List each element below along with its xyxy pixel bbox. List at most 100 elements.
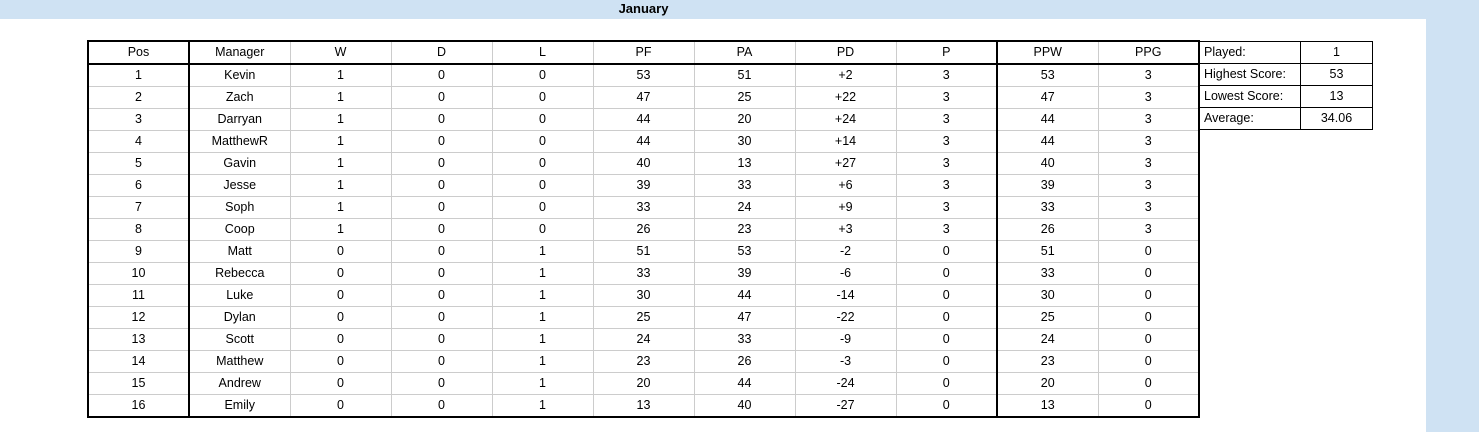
- cell-w[interactable]: 0: [289, 284, 392, 307]
- cell-l[interactable]: 0: [491, 152, 594, 175]
- cell-pf[interactable]: 33: [592, 196, 695, 219]
- cell-p[interactable]: 0: [895, 328, 998, 351]
- cell-pf[interactable]: 26: [592, 218, 695, 241]
- cell-d[interactable]: 0: [390, 262, 493, 285]
- cell-pa[interactable]: 30: [693, 130, 796, 153]
- cell-d[interactable]: 0: [390, 350, 493, 373]
- cell-w[interactable]: 1: [289, 86, 392, 109]
- cell-p[interactable]: 3: [895, 86, 998, 109]
- cell-ppw[interactable]: 13: [996, 394, 1099, 418]
- cell-ppw[interactable]: 44: [996, 130, 1099, 153]
- cell-pf[interactable]: 33: [592, 262, 695, 285]
- cell-manager[interactable]: Andrew: [188, 372, 291, 395]
- cell-ppw[interactable]: 33: [996, 262, 1099, 285]
- cell-ppg[interactable]: 0: [1097, 350, 1200, 373]
- cell-l[interactable]: 1: [491, 240, 594, 263]
- cell-d[interactable]: 0: [390, 328, 493, 351]
- header-pd[interactable]: PD: [794, 40, 897, 65]
- cell-pos[interactable]: 16: [87, 394, 190, 418]
- cell-ppw[interactable]: 20: [996, 372, 1099, 395]
- cell-p[interactable]: 3: [895, 174, 998, 197]
- cell-pd[interactable]: +14: [794, 130, 897, 153]
- cell-w[interactable]: 0: [289, 306, 392, 329]
- stats-value[interactable]: 53: [1300, 63, 1373, 86]
- cell-d[interactable]: 0: [390, 218, 493, 241]
- cell-manager[interactable]: Soph: [188, 196, 291, 219]
- cell-pf[interactable]: 23: [592, 350, 695, 373]
- cell-ppg[interactable]: 0: [1097, 306, 1200, 329]
- cell-p[interactable]: 3: [895, 108, 998, 131]
- cell-w[interactable]: 0: [289, 372, 392, 395]
- cell-pd[interactable]: -3: [794, 350, 897, 373]
- cell-ppw[interactable]: 25: [996, 306, 1099, 329]
- cell-pf[interactable]: 20: [592, 372, 695, 395]
- header-manager[interactable]: Manager: [188, 40, 291, 65]
- cell-w[interactable]: 1: [289, 63, 392, 87]
- stats-value[interactable]: 1: [1300, 41, 1373, 64]
- cell-d[interactable]: 0: [390, 372, 493, 395]
- cell-w[interactable]: 0: [289, 262, 392, 285]
- cell-pf[interactable]: 51: [592, 240, 695, 263]
- header-w[interactable]: W: [289, 40, 392, 65]
- cell-pa[interactable]: 25: [693, 86, 796, 109]
- cell-d[interactable]: 0: [390, 63, 493, 87]
- cell-d[interactable]: 0: [390, 152, 493, 175]
- cell-pa[interactable]: 53: [693, 240, 796, 263]
- cell-l[interactable]: 0: [491, 63, 594, 87]
- cell-pa[interactable]: 33: [693, 328, 796, 351]
- cell-pos[interactable]: 10: [87, 262, 190, 285]
- cell-ppg[interactable]: 3: [1097, 174, 1200, 197]
- cell-pa[interactable]: 44: [693, 372, 796, 395]
- header-d[interactable]: D: [390, 40, 493, 65]
- cell-manager[interactable]: Emily: [188, 394, 291, 418]
- cell-ppg[interactable]: 0: [1097, 262, 1200, 285]
- cell-p[interactable]: 0: [895, 394, 998, 418]
- cell-d[interactable]: 0: [390, 306, 493, 329]
- cell-p[interactable]: 0: [895, 350, 998, 373]
- header-pa[interactable]: PA: [693, 40, 796, 65]
- cell-pos[interactable]: 15: [87, 372, 190, 395]
- cell-l[interactable]: 1: [491, 306, 594, 329]
- cell-p[interactable]: 3: [895, 63, 998, 87]
- cell-pd[interactable]: -27: [794, 394, 897, 418]
- cell-d[interactable]: 0: [390, 174, 493, 197]
- cell-manager[interactable]: Rebecca: [188, 262, 291, 285]
- cell-manager[interactable]: Jesse: [188, 174, 291, 197]
- cell-ppg[interactable]: 3: [1097, 86, 1200, 109]
- header-l[interactable]: L: [491, 40, 594, 65]
- cell-pd[interactable]: +27: [794, 152, 897, 175]
- cell-pf[interactable]: 25: [592, 306, 695, 329]
- cell-ppg[interactable]: 0: [1097, 240, 1200, 263]
- cell-pd[interactable]: +6: [794, 174, 897, 197]
- stats-value[interactable]: 34.06: [1300, 107, 1373, 130]
- cell-ppg[interactable]: 3: [1097, 196, 1200, 219]
- cell-w[interactable]: 1: [289, 130, 392, 153]
- cell-pos[interactable]: 5: [87, 152, 190, 175]
- cell-l[interactable]: 1: [491, 350, 594, 373]
- cell-pd[interactable]: +3: [794, 218, 897, 241]
- cell-p[interactable]: 0: [895, 372, 998, 395]
- cell-pa[interactable]: 20: [693, 108, 796, 131]
- header-ppw[interactable]: PPW: [996, 40, 1099, 65]
- cell-pos[interactable]: 3: [87, 108, 190, 131]
- cell-d[interactable]: 0: [390, 130, 493, 153]
- cell-pos[interactable]: 2: [87, 86, 190, 109]
- cell-pf[interactable]: 40: [592, 152, 695, 175]
- cell-ppg[interactable]: 3: [1097, 108, 1200, 131]
- header-p[interactable]: P: [895, 40, 998, 65]
- cell-ppw[interactable]: 30: [996, 284, 1099, 307]
- cell-pa[interactable]: 39: [693, 262, 796, 285]
- cell-pd[interactable]: -14: [794, 284, 897, 307]
- cell-manager[interactable]: Matt: [188, 240, 291, 263]
- cell-pos[interactable]: 12: [87, 306, 190, 329]
- stats-value[interactable]: 13: [1300, 85, 1373, 108]
- cell-pa[interactable]: 24: [693, 196, 796, 219]
- cell-w[interactable]: 1: [289, 108, 392, 131]
- cell-pd[interactable]: -22: [794, 306, 897, 329]
- cell-ppg[interactable]: 0: [1097, 394, 1200, 418]
- cell-ppg[interactable]: 3: [1097, 130, 1200, 153]
- cell-pa[interactable]: 13: [693, 152, 796, 175]
- cell-d[interactable]: 0: [390, 196, 493, 219]
- cell-w[interactable]: 0: [289, 394, 392, 418]
- cell-ppg[interactable]: 0: [1097, 284, 1200, 307]
